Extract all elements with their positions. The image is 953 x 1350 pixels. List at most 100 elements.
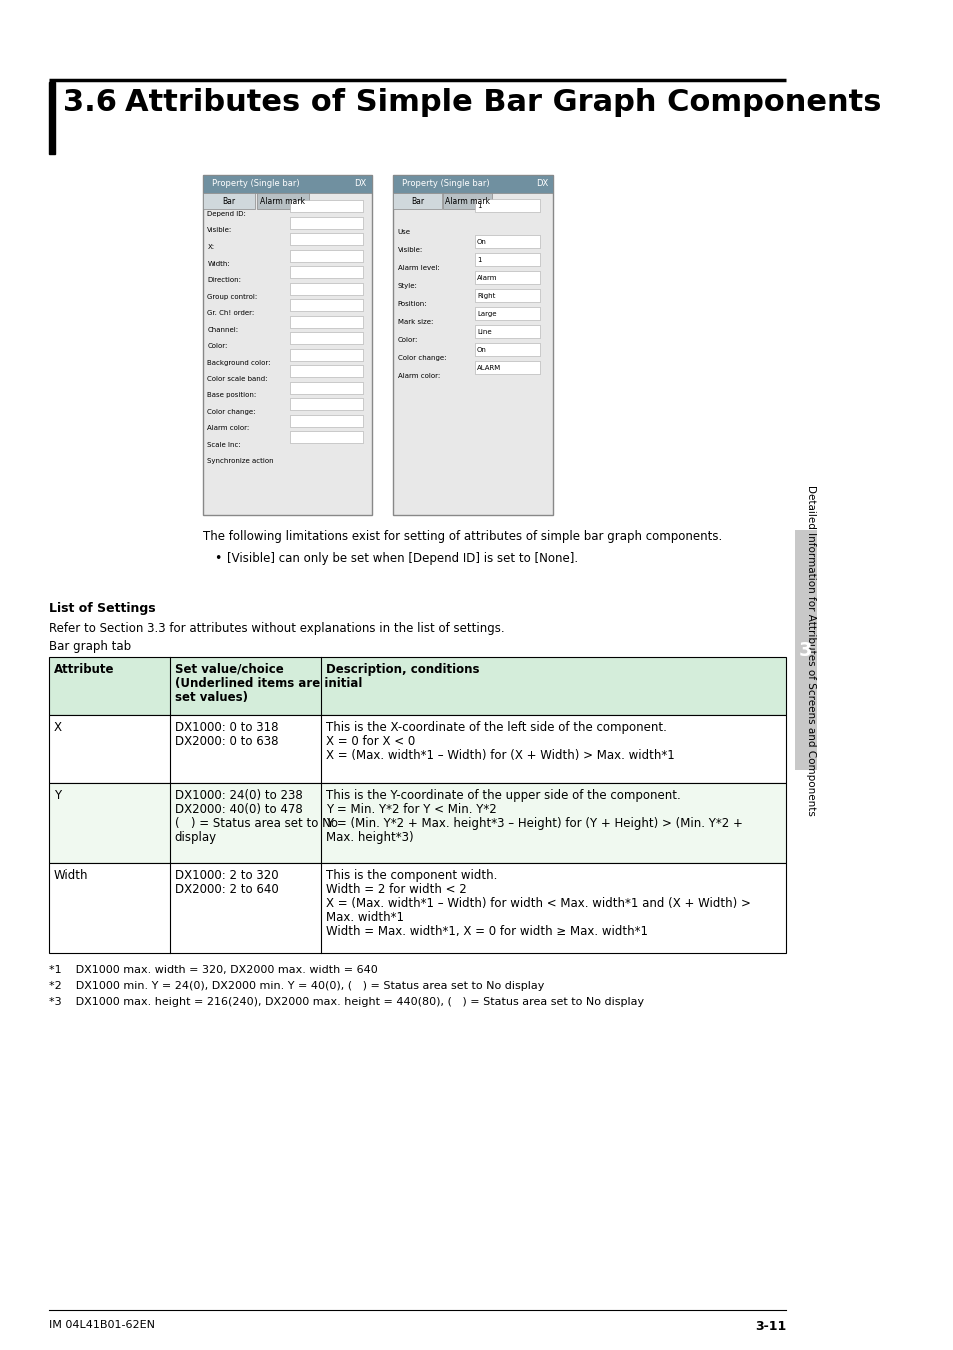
Text: Direction:: Direction: xyxy=(207,277,241,284)
Text: Group control:: Group control: xyxy=(207,293,257,300)
Text: *2    DX1000 min. Y = 24(0), DX2000 min. Y = 40(0), (   ) = Status area set to N: *2 DX1000 min. Y = 24(0), DX2000 min. Y … xyxy=(50,981,544,991)
Text: Width: Width xyxy=(53,869,88,882)
Text: X = (Max. width*1 – Width) for (X + Width) > Max. width*1: X = (Max. width*1 – Width) for (X + Widt… xyxy=(326,749,674,761)
Text: Bar graph tab: Bar graph tab xyxy=(50,640,132,653)
Bar xyxy=(203,176,372,193)
Bar xyxy=(393,176,553,514)
Bar xyxy=(50,657,785,716)
Text: IM 04L41B01-62EN: IM 04L41B01-62EN xyxy=(50,1320,155,1330)
Text: Refer to Section 3.3 for attributes without explanations in the list of settings: Refer to Section 3.3 for attributes with… xyxy=(50,622,504,634)
Text: Width = 2 for width < 2: Width = 2 for width < 2 xyxy=(326,883,466,896)
Text: DX1000: 2 to 320: DX1000: 2 to 320 xyxy=(174,869,278,882)
Text: Y = Min. Y*2 for Y < Min. Y*2: Y = Min. Y*2 for Y < Min. Y*2 xyxy=(326,803,497,815)
Text: This is the component width.: This is the component width. xyxy=(326,869,497,882)
Text: Background color:: Background color: xyxy=(207,359,271,366)
Bar xyxy=(475,325,539,338)
Bar xyxy=(203,176,372,514)
Text: Bar: Bar xyxy=(411,197,423,205)
Text: Color change:: Color change: xyxy=(207,409,255,414)
Text: Alarm level:: Alarm level: xyxy=(397,265,438,271)
Text: Color scale band:: Color scale band: xyxy=(207,377,268,382)
Text: X = (Max. width*1 – Width) for width < Max. width*1 and (X + Width) >: X = (Max. width*1 – Width) for width < M… xyxy=(326,896,750,910)
Bar xyxy=(289,298,362,311)
Bar xyxy=(289,266,362,278)
Text: Right: Right xyxy=(476,293,495,298)
Bar xyxy=(50,783,785,863)
Bar xyxy=(50,82,55,154)
Bar xyxy=(289,332,362,344)
Bar xyxy=(256,193,308,209)
Text: X: X xyxy=(53,721,62,734)
Text: Position:: Position: xyxy=(397,301,427,306)
Text: Alarm color:: Alarm color: xyxy=(397,373,439,379)
Text: Color:: Color: xyxy=(207,343,228,350)
Text: This is the X-coordinate of the left side of the component.: This is the X-coordinate of the left sid… xyxy=(326,721,666,734)
Text: DX1000: 24(0) to 238: DX1000: 24(0) to 238 xyxy=(174,788,302,802)
Bar xyxy=(289,431,362,443)
Text: X = 0 for X < 0: X = 0 for X < 0 xyxy=(326,734,415,748)
Bar xyxy=(475,198,539,212)
Bar xyxy=(289,364,362,377)
Text: Y = (Min. Y*2 + Max. height*3 – Height) for (Y + Height) > (Min. Y*2 +: Y = (Min. Y*2 + Max. height*3 – Height) … xyxy=(326,817,742,830)
Text: Detailed Information for Attributes of Screens and Components: Detailed Information for Attributes of S… xyxy=(804,485,815,815)
Text: (   ) = Status area set to No: ( ) = Status area set to No xyxy=(174,817,337,830)
Bar xyxy=(443,193,491,209)
Bar xyxy=(475,252,539,266)
Text: Visible:: Visible: xyxy=(207,228,233,234)
Bar xyxy=(289,398,362,410)
Text: *1    DX1000 max. width = 320, DX2000 max. width = 640: *1 DX1000 max. width = 320, DX2000 max. … xyxy=(50,965,377,975)
Text: Base position:: Base position: xyxy=(207,393,256,398)
Bar xyxy=(475,306,539,320)
Text: Attributes of Simple Bar Graph Components: Attributes of Simple Bar Graph Component… xyxy=(125,88,881,117)
Bar xyxy=(794,531,816,770)
Bar xyxy=(289,382,362,393)
Text: 1: 1 xyxy=(476,202,481,209)
Text: [Visible] can only be set when [Depend ID] is set to [None].: [Visible] can only be set when [Depend I… xyxy=(227,552,578,566)
Text: Max. height*3): Max. height*3) xyxy=(326,832,413,844)
Text: •: • xyxy=(214,552,221,566)
Text: DX: DX xyxy=(536,180,547,189)
Bar xyxy=(475,235,539,248)
Text: DX2000: 40(0) to 478: DX2000: 40(0) to 478 xyxy=(174,803,302,815)
Bar xyxy=(289,250,362,262)
Bar xyxy=(289,282,362,294)
Text: 3: 3 xyxy=(798,640,811,660)
Text: *3    DX1000 max. height = 216(240), DX2000 max. height = 440(80), (   ) = Statu: *3 DX1000 max. height = 216(240), DX2000… xyxy=(50,998,643,1007)
Text: List of Settings: List of Settings xyxy=(50,602,155,616)
Text: This is the Y-coordinate of the upper side of the component.: This is the Y-coordinate of the upper si… xyxy=(326,788,679,802)
Text: Max. width*1: Max. width*1 xyxy=(326,911,403,923)
Bar xyxy=(289,234,362,244)
Text: Alarm: Alarm xyxy=(476,275,497,281)
Text: Color change:: Color change: xyxy=(397,355,446,360)
Text: Style:: Style: xyxy=(397,284,417,289)
Text: Property (Single bar): Property (Single bar) xyxy=(212,180,299,189)
Text: DX2000: 0 to 638: DX2000: 0 to 638 xyxy=(174,734,277,748)
Text: ALARM: ALARM xyxy=(476,364,500,371)
Text: Width = Max. width*1, X = 0 for width ≥ Max. width*1: Width = Max. width*1, X = 0 for width ≥ … xyxy=(326,925,647,938)
Text: Alarm mark: Alarm mark xyxy=(445,197,490,205)
Text: Alarm mark: Alarm mark xyxy=(260,197,305,205)
Text: DX: DX xyxy=(354,180,366,189)
Text: Mark size:: Mark size: xyxy=(397,319,433,325)
Text: Attribute: Attribute xyxy=(53,663,114,676)
Bar xyxy=(475,271,539,284)
Bar xyxy=(393,176,553,193)
Text: Bar: Bar xyxy=(222,197,235,205)
Text: Set value/choice: Set value/choice xyxy=(174,663,283,676)
Text: Description, conditions: Description, conditions xyxy=(326,663,478,676)
Text: (Underlined items are initial: (Underlined items are initial xyxy=(174,676,361,690)
Text: DX1000: 0 to 318: DX1000: 0 to 318 xyxy=(174,721,277,734)
Bar xyxy=(475,360,539,374)
Text: On: On xyxy=(476,347,486,352)
Text: Width:: Width: xyxy=(207,261,230,266)
Bar xyxy=(289,216,362,228)
Text: Color:: Color: xyxy=(397,338,417,343)
Text: Property (Single bar): Property (Single bar) xyxy=(401,180,489,189)
Bar xyxy=(475,343,539,356)
Bar xyxy=(289,348,362,360)
Text: display: display xyxy=(174,832,216,844)
Text: Alarm color:: Alarm color: xyxy=(207,425,250,432)
Text: Visible:: Visible: xyxy=(397,247,422,252)
Text: Gr. Ch! order:: Gr. Ch! order: xyxy=(207,310,254,316)
Text: Line: Line xyxy=(476,329,491,335)
